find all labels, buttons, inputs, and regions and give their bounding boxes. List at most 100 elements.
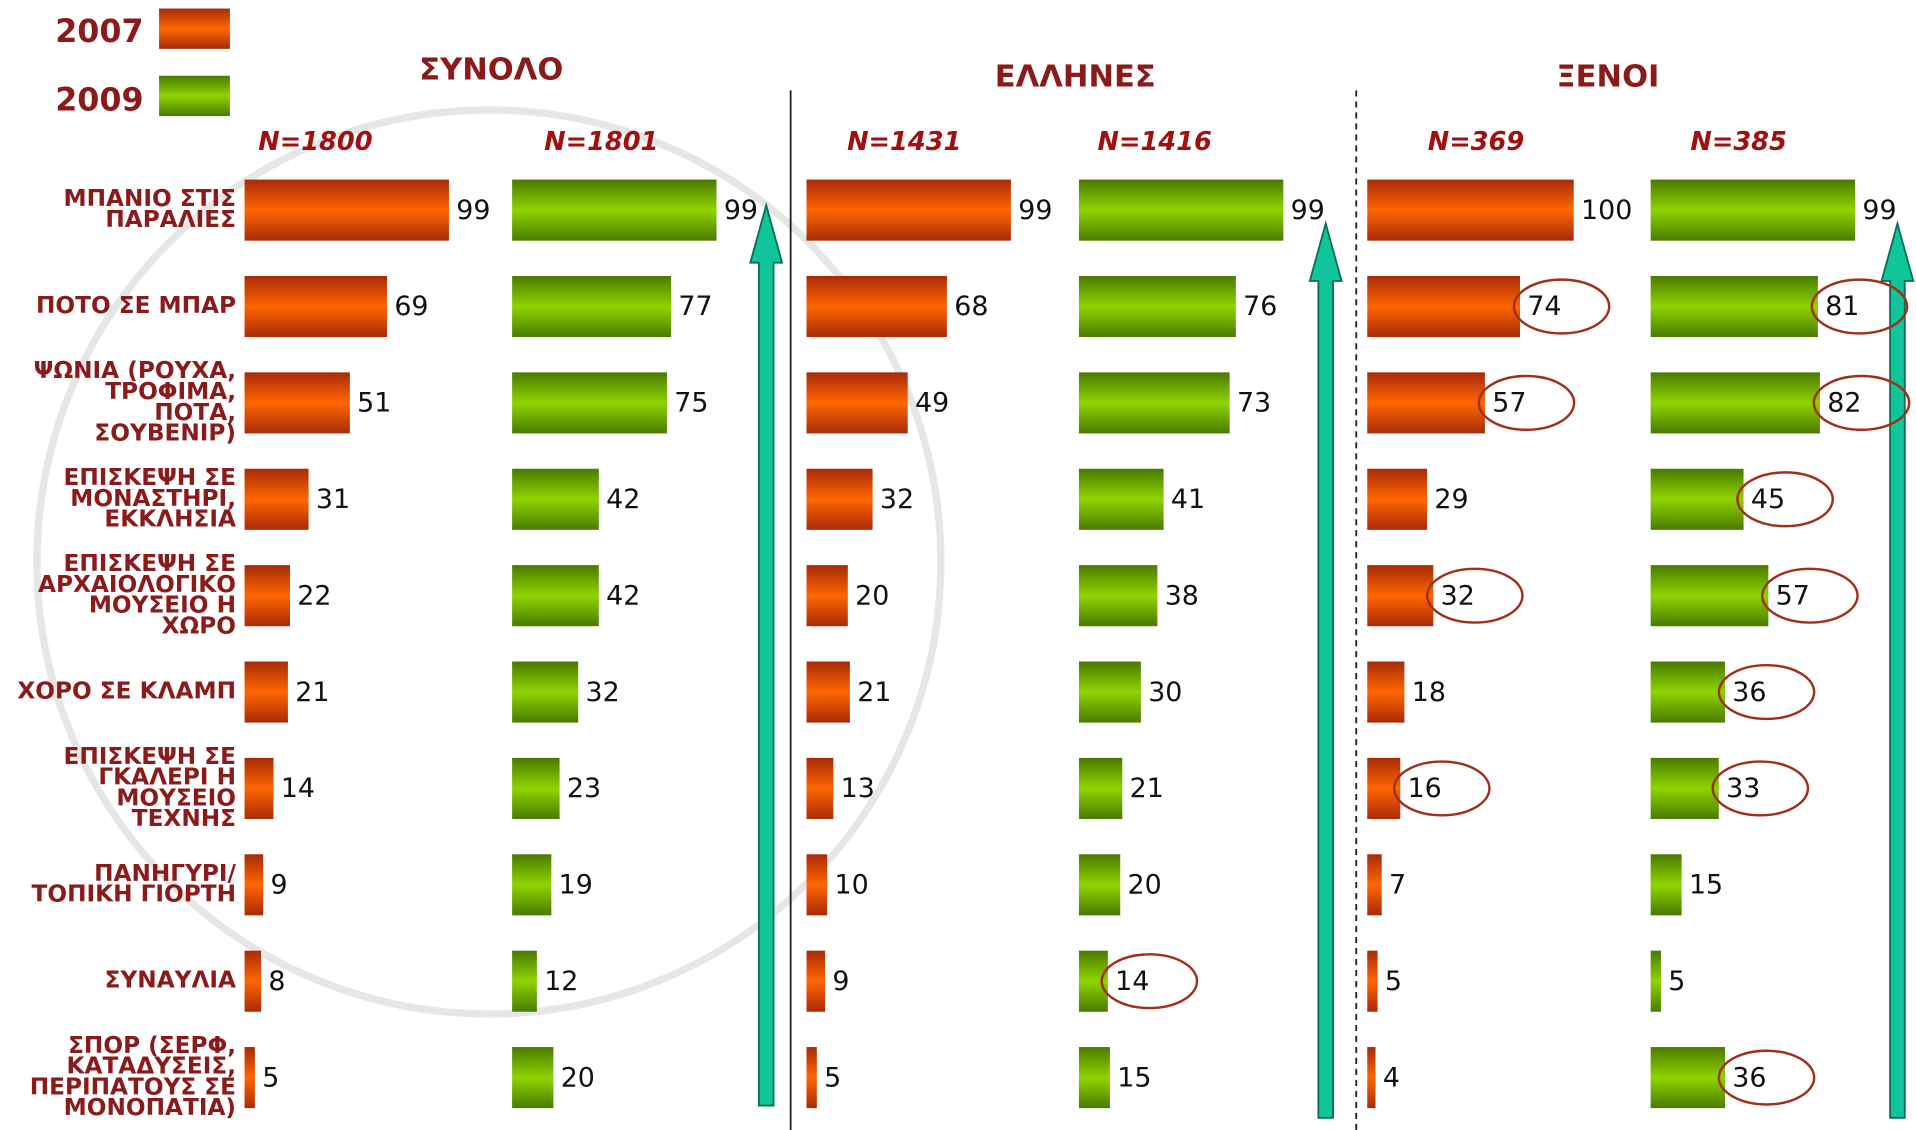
bar [1078,1047,1110,1109]
value-label: 81 [1825,291,1859,322]
bar [1367,1047,1376,1109]
value-label: 15 [1117,1062,1151,1093]
category-label: ΣΠΟΡ (ΣΕΡΦ, [68,1032,236,1059]
bar [1650,565,1769,627]
bar [1367,661,1405,723]
bar [1078,757,1123,819]
bar [244,372,350,434]
value-label: 20 [561,1062,595,1093]
value-label: 19 [559,870,593,901]
category-label: ΕΚΚΛΗΣΙΑ [104,506,236,533]
category-label: ΨΩΝΙΑ (ΡΟΥΧΑ, [34,357,236,384]
value-label: 29 [1434,484,1468,515]
group-title: ΞΕΝΟΙ [1556,60,1659,95]
bar [512,757,560,819]
value-label: 99 [724,195,758,226]
value-label: 23 [567,773,601,804]
value-label: 42 [606,484,640,515]
bar [1078,565,1158,627]
value-label: 9 [270,870,287,901]
group-title: ΕΛΛΗΝΕΣ [995,60,1156,95]
category-label: ΤΕΧΝΗΣ [132,805,236,832]
bar [1078,468,1164,530]
value-label: 82 [1827,388,1861,419]
value-label: 36 [1732,677,1766,708]
category-label: ΣΟΥΒΕΝΙΡ) [94,420,236,447]
category-label: ΧΩΡΟ [162,612,236,639]
panel-label: N=369 [1428,127,1524,157]
value-label: 16 [1408,773,1442,804]
value-label: 14 [281,773,315,804]
legend-label: 2007 [55,14,143,50]
value-label: 30 [1148,677,1182,708]
category-label: ΕΠΙΣΚΕΨΗ ΣΕ [64,550,237,577]
bar [1650,275,1818,338]
value-label: 42 [606,580,640,611]
value-label: 99 [1291,195,1325,226]
value-label: 75 [674,388,708,419]
value-label: 100 [1581,195,1632,226]
bar [244,757,274,819]
category-label: ΣΥΝΑΥΛΙΑ [105,967,236,994]
highlight-circle [1717,1049,1816,1106]
highlight-circle [1717,663,1816,721]
value-label: 69 [394,291,428,322]
value-label: 10 [834,870,868,901]
value-label: 32 [880,484,914,515]
panel-label: N=385 [1690,127,1786,157]
category-label: ΜΟΥΣΕΙΟ Η [89,592,236,619]
highlight-circle [1761,567,1859,624]
value-label: 33 [1726,773,1760,804]
value-label: 5 [1668,966,1685,997]
value-label: 18 [1412,677,1446,708]
value-label: 22 [297,580,331,611]
bar [806,854,828,916]
bar [512,468,599,530]
category-label: ΤΟΠΙΚΗ ΓΙΟΡΤΗ [32,881,236,908]
category-label: ΜΟΝΟΠΑΤΙΑ) [64,1094,236,1121]
bar [1367,372,1485,434]
value-label: 5 [824,1062,841,1093]
bar [806,565,848,627]
bar [512,565,599,627]
category-label: ΠΟΤΟ ΣΕ ΜΠΑΡ [36,292,236,319]
value-label: 57 [1492,388,1526,419]
value-label: 20 [855,580,889,611]
value-label: 41 [1171,484,1205,515]
bar [244,1047,255,1109]
highlight-circle [1810,278,1909,335]
category-label: ΕΠΙΣΚΕΨΗ ΣΕ [64,464,237,491]
bar [1650,372,1820,434]
bar [244,565,290,627]
bar [1650,661,1725,723]
category-label: ΤΡΟΦΙΜΑ, [105,378,236,405]
bar [512,372,667,434]
bar [806,661,850,723]
bar [1650,179,1856,241]
bar [1367,468,1428,530]
value-label: 14 [1115,966,1149,997]
bar [512,661,579,723]
bar [1650,468,1744,530]
value-label: 8 [268,966,285,997]
category-label: ΑΡΧΑΙΟΛΟΓΙΚΟ [38,571,236,598]
category-label: ΠΕΡΙΠΑΤΟΥΣ ΣΕ [30,1073,236,1100]
bar [1650,1047,1725,1109]
bar [1367,275,1521,338]
bar [244,661,288,723]
bar [1650,757,1719,819]
bar [806,179,1011,241]
panel-label: N=1431 [847,127,961,157]
value-label: 21 [1130,773,1164,804]
value-label: 20 [1128,870,1162,901]
value-label: 36 [1732,1062,1766,1093]
value-label: 7 [1389,870,1406,901]
value-label: 13 [841,773,875,804]
value-label: 57 [1776,580,1810,611]
bar [1078,661,1141,723]
watermark [33,106,945,1018]
value-label: 5 [1385,966,1402,997]
value-label: 15 [1689,870,1723,901]
bar [244,854,264,916]
